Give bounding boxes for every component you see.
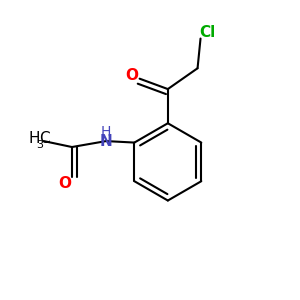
- Text: O: O: [125, 68, 138, 82]
- Text: O: O: [58, 176, 71, 191]
- Text: N: N: [100, 134, 112, 148]
- Text: H: H: [28, 131, 40, 146]
- Text: C: C: [39, 131, 50, 146]
- Text: H: H: [101, 124, 111, 139]
- Text: Cl: Cl: [199, 25, 215, 40]
- Text: 3: 3: [36, 140, 43, 150]
